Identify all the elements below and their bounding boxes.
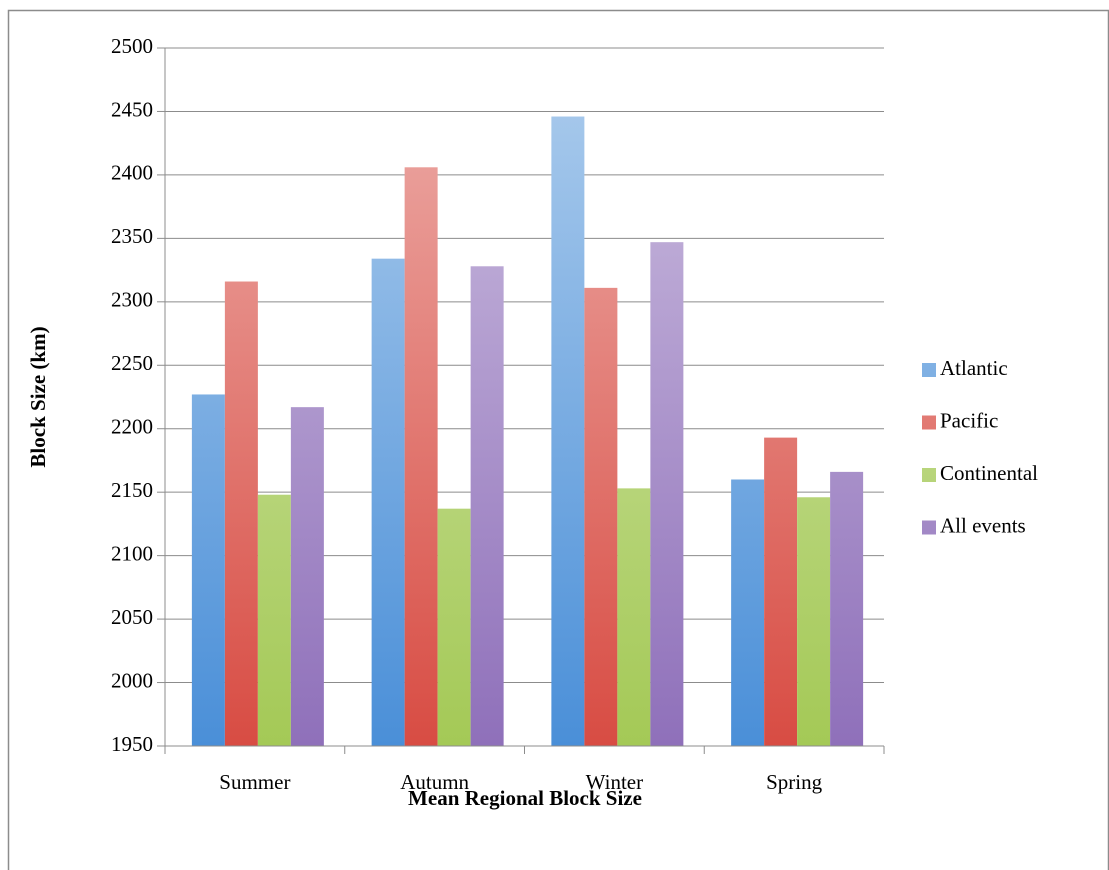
- x-tick-label: Winter: [586, 770, 643, 794]
- legend-swatch: [922, 415, 936, 430]
- legend-swatch: [922, 520, 936, 535]
- y-tick-label: 2350: [111, 224, 153, 248]
- y-tick-label: 2150: [111, 478, 153, 502]
- legend-swatch: [922, 468, 936, 482]
- bar: [224, 281, 258, 746]
- bar: [551, 116, 585, 747]
- legend-swatch: [922, 363, 936, 377]
- y-tick-label: 2300: [111, 288, 153, 312]
- y-tick-label: 2500: [111, 34, 153, 58]
- y-tick-label: 2200: [111, 415, 153, 439]
- bar: [290, 407, 324, 746]
- bar: [731, 479, 765, 746]
- legend-label: Pacific: [940, 408, 998, 432]
- legend-label: Continental: [940, 461, 1038, 485]
- y-tick-label: 2450: [111, 97, 153, 121]
- x-tick-label: Summer: [219, 770, 290, 794]
- legend-label: All events: [940, 513, 1026, 537]
- y-tick-label: 2100: [111, 541, 153, 565]
- bar: [617, 488, 651, 746]
- bar: [371, 258, 405, 746]
- bar: [191, 394, 225, 746]
- y-tick-label: 2050: [111, 605, 153, 629]
- y-tick-label: 2400: [111, 161, 153, 185]
- y-tick-label: 2000: [111, 668, 153, 692]
- bar: [830, 471, 864, 746]
- x-tick-label: Spring: [766, 770, 823, 794]
- bar: [257, 494, 291, 746]
- bar: [764, 437, 798, 746]
- y-tick-label: 1950: [111, 732, 153, 756]
- bar: [584, 287, 618, 746]
- bar: [404, 167, 438, 746]
- y-tick-label: 2250: [111, 351, 153, 375]
- bar: [650, 242, 684, 747]
- y-axis-title: Block Size (km): [26, 326, 50, 467]
- x-axis-title: Mean Regional Block Size: [408, 786, 642, 810]
- legend-label: Atlantic: [940, 356, 1008, 380]
- x-tick-label: Autumn: [400, 770, 469, 794]
- bar: [437, 508, 471, 746]
- bar: [470, 266, 504, 746]
- bar: [797, 497, 831, 746]
